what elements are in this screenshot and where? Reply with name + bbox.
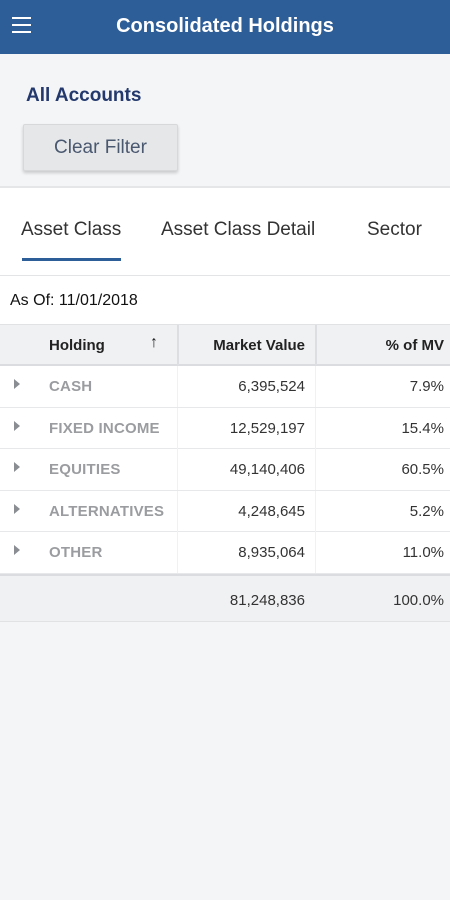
as-of-bar: As Of: 11/01/2018 [0,276,450,324]
tab-sector[interactable]: Sector [367,219,422,240]
column-separator [177,407,178,449]
clear-filter-button[interactable]: Clear Filter [23,124,178,171]
column-header-holding[interactable]: Holding [49,337,105,354]
table-header: Holding ↑ Market Value % of MV [0,324,450,366]
pct-of-mv: 5.2% [409,502,444,520]
page-title: Consolidated Holdings [116,15,334,37]
column-separator [315,449,316,490]
pct-of-mv: 11.0% [402,544,444,561]
filter-area: All Accounts Clear Filter [0,54,450,186]
hamburger-menu-icon[interactable] [12,17,32,35]
table-row[interactable]: CASH 6,395,524 7.9% [0,366,450,408]
column-separator [177,366,178,407]
expand-arrow-icon[interactable] [14,503,20,514]
expand-arrow-icon[interactable] [14,379,20,389]
column-separator [315,532,316,573]
table-row[interactable]: FIXED INCOME 12,529,197 15.4% [0,407,450,449]
table-row[interactable]: ALTERNATIVES 4,248,645 5.2% [0,490,450,532]
table-total-row: 81,248,836 100.0% [0,573,450,622]
sort-ascending-icon[interactable]: ↑ [150,334,158,351]
pct-of-mv: 7.9% [409,378,444,395]
holdings-table: Holding ↑ Market Value % of MV CASH 6,39… [0,324,450,622]
holding-name: EQUITIES [49,461,121,478]
expand-arrow-icon[interactable] [14,420,20,431]
table-row[interactable]: OTHER 8,935,064 11.0% [0,532,450,574]
tab-bar: Asset Class Asset Class Detail Sector [0,188,450,276]
holding-name: OTHER [49,544,103,561]
holding-name: ALTERNATIVES [49,502,165,520]
column-separator [177,449,178,490]
column-separator [315,325,317,365]
app-header: Consolidated Holdings [0,0,450,54]
accounts-label: All Accounts [26,85,142,106]
market-value: 12,529,197 [229,419,305,437]
column-separator [177,532,178,573]
pct-of-mv: 15.4% [401,419,444,437]
market-value: 8,935,064 [238,544,305,561]
column-separator [177,490,178,532]
column-separator [177,325,179,365]
market-value: 4,248,645 [238,502,305,520]
total-pct-of-mv: 100.0% [393,591,444,609]
tab-asset-class[interactable]: Asset Class [21,219,122,240]
column-separator [315,407,316,449]
column-header-pct-mv[interactable]: % of MV [385,337,444,354]
active-tab-indicator [22,258,121,261]
market-value: 6,395,524 [238,378,305,395]
table-row[interactable]: EQUITIES 49,140,406 60.5% [0,449,450,491]
expand-arrow-icon[interactable] [14,545,20,555]
holding-name: CASH [49,378,93,395]
tab-asset-class-detail[interactable]: Asset Class Detail [161,219,316,240]
column-separator [315,366,316,407]
column-header-market-value[interactable]: Market Value [213,337,305,354]
holding-name: FIXED INCOME [49,419,160,437]
divider [0,275,450,276]
pct-of-mv: 60.5% [401,461,444,478]
total-market-value: 81,248,836 [229,591,305,609]
as-of-date: As Of: 11/01/2018 [10,292,138,309]
column-separator [315,490,316,532]
expand-arrow-icon[interactable] [14,462,20,472]
market-value: 49,140,406 [229,461,305,478]
divider [0,186,450,188]
